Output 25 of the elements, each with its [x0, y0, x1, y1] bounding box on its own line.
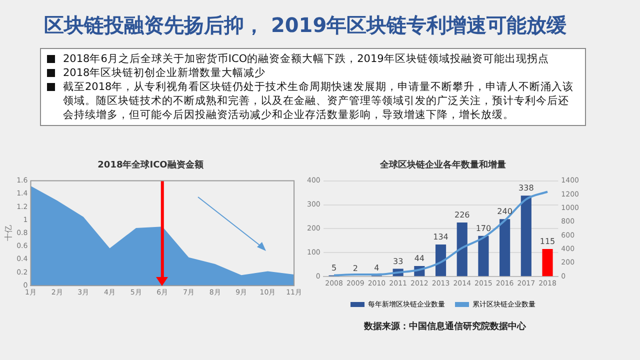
- text: 2018年6月之后全球关于加密货币ICO的融资金额大幅下跌，2019年区块链领域投融资可能出现拐点: [62, 52, 550, 66]
- data-label: 44: [414, 254, 425, 264]
- text: 2018年区块链初创企业新增数量大幅减少: [62, 66, 267, 80]
- text: 截至2018年，从专利视角看区块链仍处于技术生命周期快速发展期，申请量不断攀升，申请人不断涌入该领域。随区块链技术的不断成熟和完善，以及在金融、资产管理等领域引发的广泛关注，预计专利今后还会持续增多，但可能今后因投融资活动减少和企业存活数量影响，导致增速下降，增长放缓。: [62, 80, 575, 122]
- bar: [435, 244, 446, 276]
- data-label: 338: [518, 184, 534, 193]
- data-label: 5: [331, 263, 337, 272]
- data-label: 240: [497, 207, 512, 216]
- chart-title: 全球区块链企业各年数量和增量: [379, 160, 506, 171]
- data-label: 2: [352, 264, 358, 274]
- bar: [478, 236, 489, 276]
- bar: [500, 219, 510, 276]
- data-label: 170: [476, 224, 492, 233]
- data-label: 226: [454, 210, 470, 220]
- y-axis-title: 十亿: [4, 225, 13, 242]
- source-note: 数据来源：中国信息通信研究院数据中心: [363, 320, 527, 333]
- text: 区块链投融资先扬后抑， 2019年区块链专利增速可能放缓: [44, 12, 567, 39]
- data-label: 134: [433, 232, 448, 242]
- data-label: 33: [392, 256, 404, 266]
- chart-title: 2018年全球ICO融资金额: [98, 160, 204, 171]
- data-label: 115: [540, 237, 556, 246]
- bar: [542, 249, 553, 276]
- bar: [456, 222, 468, 276]
- bar: [520, 196, 532, 276]
- data-label: 4: [374, 264, 380, 273]
